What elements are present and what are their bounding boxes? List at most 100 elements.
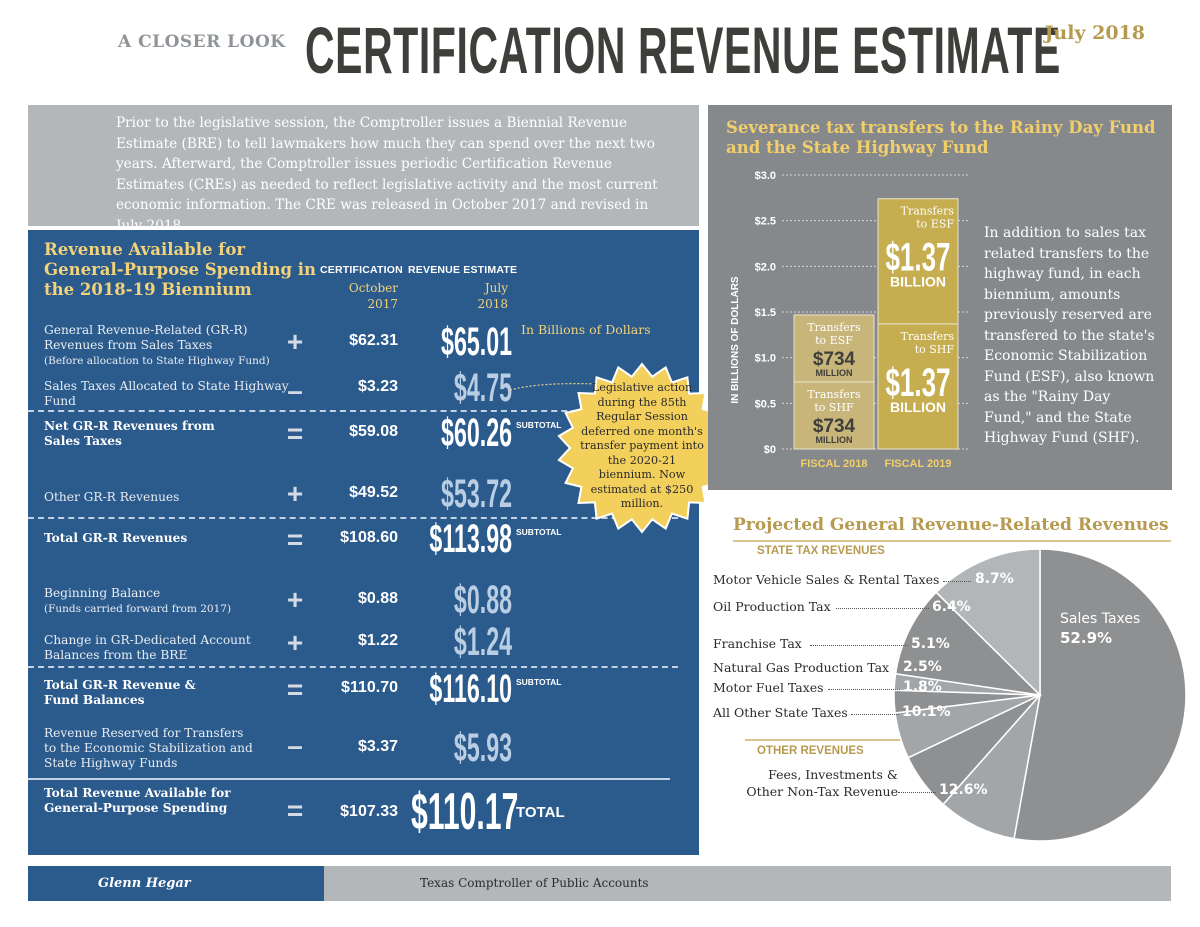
y-tick-label: $2.0 (755, 261, 776, 273)
segment-unit: MILLION (816, 368, 853, 378)
row-label-beginning-balance: Beginning Balance (Funds carried forward… (44, 586, 304, 617)
row-label-reserved: Revenue Reserved for Transfers to the Ec… (44, 726, 253, 770)
y-tick-label: $0 (764, 444, 776, 456)
leader-line (943, 581, 971, 582)
row-1-jul: $4.75 (453, 366, 512, 410)
pie-label-other-state: All Other State Taxes (713, 705, 848, 720)
col1-sub: October 2017 (318, 280, 398, 312)
row-5-jul: $0.88 (453, 578, 512, 622)
row-0-oct: $62.31 (349, 332, 398, 349)
row-9-jul: $110.17 (411, 783, 519, 841)
y-axis-label: IN BILLIONS OF DOLLARS (730, 276, 741, 404)
pie-pct-motor-fuel: 1.8% (903, 679, 942, 695)
segment-label: to SHF (814, 401, 854, 414)
row-7-jul: $116.10 (429, 667, 512, 711)
row-5-oct: $0.88 (357, 590, 398, 607)
divider (28, 778, 670, 780)
leader-line (828, 689, 900, 690)
op-equals: = (286, 418, 304, 449)
col1-year: 2017 (367, 297, 398, 311)
pie-label-franchise: Franchise Tax (713, 636, 802, 651)
segment-label: Transfers (807, 388, 861, 401)
pie-pct-oil: 6.4% (932, 599, 971, 615)
pie-pct-franchise: 5.1% (911, 636, 950, 652)
x-tick-label: FISCAL 2019 (884, 458, 951, 470)
subtotal-label: SUBTOTAL (516, 420, 562, 430)
row-label-total-gr: Total GR-R Revenues (44, 531, 188, 545)
row-7-oct: $110.70 (341, 679, 398, 696)
row-9-oct: $107.33 (340, 803, 398, 820)
intro-text: Prior to the legislative session, the Co… (116, 115, 658, 234)
divider (28, 410, 678, 412)
pie-label-fees: Fees, Investments & Other Non-Tax Revenu… (746, 767, 898, 799)
op-equals: = (286, 524, 304, 555)
row-2-oct: $59.08 (349, 423, 398, 440)
revenue-title: Revenue Available for General-Purpose Sp… (44, 240, 317, 299)
op-equals: = (286, 674, 304, 705)
pie-slice (935, 548, 1041, 697)
segment-amount: $1.37 (885, 360, 950, 405)
callout-line (510, 383, 599, 391)
row-label-total-gr-fund: Total GR-R Revenue & Fund Balances (44, 678, 196, 707)
publication-date: July 2018 (1044, 22, 1145, 44)
bar-segment (877, 323, 959, 450)
row-label-net-gr: Net GR-R Revenues from Sales Taxes (44, 419, 215, 448)
pie-pct-other-state: 10.1% (902, 704, 951, 720)
col1-month: October (348, 281, 398, 295)
pie-pct-sales: 52.9% (1060, 629, 1113, 647)
severance-panel: Severance tax transfers to the Rainy Day… (708, 105, 1172, 490)
y-tick-label: $3.0 (755, 170, 776, 182)
row-6-oct: $1.22 (357, 632, 398, 649)
pie-label-motor-vehicle: Motor Vehicle Sales & Rental Taxes (713, 572, 940, 587)
x-tick-label: FISCAL 2018 (800, 458, 867, 470)
row-label-gr-sales: General Revenue-Related (GR-R) Revenues … (44, 323, 304, 369)
row-5-label: Beginning Balance (44, 586, 161, 600)
row-label-total-available: Total Revenue Available for General-Purp… (44, 786, 231, 815)
leader-line (851, 714, 899, 715)
row-8-jul: $5.93 (453, 726, 512, 770)
footer-org: Texas Comptroller of Public Accounts (420, 876, 649, 890)
bar-segment (793, 314, 875, 383)
severance-bar-chart: $0 $0.5 $1.0 $1.5 $2.0 $2.5 $3.0 IN BILLIONS O… (730, 170, 970, 470)
unit-note: In Billions of Dollars (521, 322, 651, 337)
col-head-revenue-estimate: REVENUE ESTIMATE (408, 264, 518, 276)
op-minus: – (287, 375, 303, 406)
col2-sub: July 2018 (428, 280, 508, 312)
row-3-jul: $53.72 (441, 472, 512, 516)
state-tax-category: STATE TAX REVENUES (757, 545, 885, 557)
op-plus: + (286, 584, 304, 615)
segment-amount: $734 (813, 416, 856, 437)
total-label: TOTAL (516, 804, 565, 821)
intro-panel: Prior to the legislative session, the Co… (28, 105, 699, 234)
pie-label-motor-fuel: Motor Fuel Taxes (713, 680, 824, 695)
divider (28, 666, 678, 668)
y-tick-label: $1.0 (755, 353, 776, 365)
other-revenue-category: OTHER REVENUES (757, 745, 864, 757)
leader-line (836, 608, 929, 609)
row-label-gr-dedicated: Change in GR-Dedicated Account Balances … (44, 633, 251, 662)
leader-line (898, 792, 936, 793)
footer-left-band (28, 866, 324, 901)
row-2-jul: $60.26 (441, 411, 512, 455)
segment-label: Transfers (901, 330, 955, 343)
op-plus: + (286, 478, 304, 509)
row-4-oct: $108.60 (340, 529, 398, 546)
pie-pct-motor-vehicle: 8.7% (975, 571, 1014, 587)
pie-slice (894, 591, 1043, 697)
page-title: CERTIFICATION REVENUE ESTIMATE (305, 13, 1061, 87)
row-0-jul: $65.01 (441, 320, 512, 364)
segment-label: to SHF (915, 343, 955, 356)
divider (28, 517, 678, 519)
pie-title-rule (733, 540, 1171, 542)
row-0-label: General Revenue-Related (GR-R) Revenues … (44, 323, 248, 352)
row-0-sub: (Before allocation to State Highway Fund… (44, 355, 270, 367)
footer-right-band (324, 866, 1171, 901)
pie-slice (1013, 548, 1187, 842)
col2-month: July (484, 281, 508, 295)
segment-label: Transfers (807, 321, 861, 334)
y-tick-label: $0.5 (755, 398, 776, 410)
row-label-sales-shf: Sales Taxes Allocated to State Highway F… (44, 379, 304, 409)
op-plus: + (286, 627, 304, 658)
segment-label: Transfers (901, 205, 955, 218)
op-minus: – (287, 730, 303, 761)
